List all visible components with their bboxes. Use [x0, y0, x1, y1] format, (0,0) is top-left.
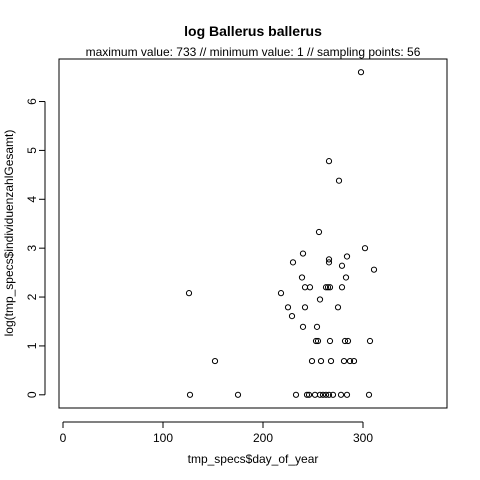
data-point: [325, 391, 333, 398]
data-point: [343, 391, 351, 398]
y-axis-label: log(tmp_specs$individuenzahlGesamt): [2, 130, 16, 337]
data-point: [327, 357, 335, 365]
data-point: [342, 274, 350, 281]
data-point: [366, 337, 374, 345]
data-point: [284, 304, 292, 311]
data-point: [316, 391, 324, 398]
data-point: [308, 357, 316, 365]
y-tick-label: 5: [25, 147, 39, 154]
data-point: [299, 323, 307, 330]
y-tick-label: 2: [25, 293, 39, 300]
data-point: [322, 391, 330, 398]
data-point: [313, 323, 321, 330]
data-point: [350, 357, 358, 365]
data-point: [314, 337, 322, 345]
data-point: [365, 391, 373, 398]
plot-frame: [58, 58, 448, 409]
data-point: [317, 357, 325, 365]
y-tick-label: 0: [25, 391, 39, 398]
data-points: [185, 69, 378, 398]
data-point: [298, 274, 306, 281]
y-axis: 0 1 2 3 4 5 6: [25, 98, 46, 398]
data-point: [288, 313, 296, 320]
data-point: [305, 391, 313, 398]
data-point: [315, 228, 323, 236]
data-point: [319, 391, 327, 398]
data-point: [306, 284, 314, 291]
data-point: [322, 284, 330, 291]
y-tick-label: 6: [25, 98, 39, 105]
data-point: [292, 391, 300, 398]
data-point: [234, 391, 242, 398]
y-tick-label: 4: [25, 196, 39, 203]
x-tick-label: 200: [253, 431, 273, 445]
data-point: [301, 304, 309, 311]
data-point: [334, 304, 342, 311]
chart-subtitle: maximum value: 733 // minimum value: 1 /…: [86, 45, 421, 59]
data-point: [361, 245, 369, 252]
data-point: [312, 337, 320, 345]
data-point: [311, 391, 319, 398]
data-point: [337, 391, 345, 398]
data-point: [326, 284, 334, 291]
data-point: [324, 284, 332, 291]
data-point: [357, 69, 365, 76]
data-point: [289, 259, 297, 266]
data-point: [211, 357, 219, 365]
data-point: [340, 357, 348, 365]
data-point: [341, 337, 349, 345]
data-point: [338, 262, 346, 269]
data-point: [299, 250, 307, 257]
data-point: [338, 284, 346, 291]
data-point: [316, 296, 324, 303]
x-tick-label: 100: [153, 431, 173, 445]
data-point: [346, 357, 354, 365]
chart-title: log Ballerus ballerus: [184, 23, 322, 39]
data-point: [370, 266, 378, 273]
data-point: [185, 290, 193, 297]
data-point: [277, 290, 285, 297]
data-point: [186, 391, 194, 398]
y-tick-label: 1: [25, 342, 39, 349]
data-point: [335, 177, 343, 184]
data-point: [325, 158, 333, 165]
data-point: [325, 259, 333, 266]
x-tick-label: 300: [353, 431, 373, 445]
y-tick-label: 3: [25, 245, 39, 252]
x-axis-label: tmp_specs$day_of_year: [188, 452, 319, 466]
data-point: [343, 253, 351, 260]
x-axis: 0 100 200 300: [60, 421, 373, 445]
x-tick-label: 0: [60, 431, 67, 445]
data-point: [344, 337, 352, 345]
data-point: [303, 391, 311, 398]
data-point: [329, 391, 337, 398]
data-point: [326, 337, 334, 345]
data-point: [325, 256, 333, 263]
data-point: [301, 284, 309, 291]
